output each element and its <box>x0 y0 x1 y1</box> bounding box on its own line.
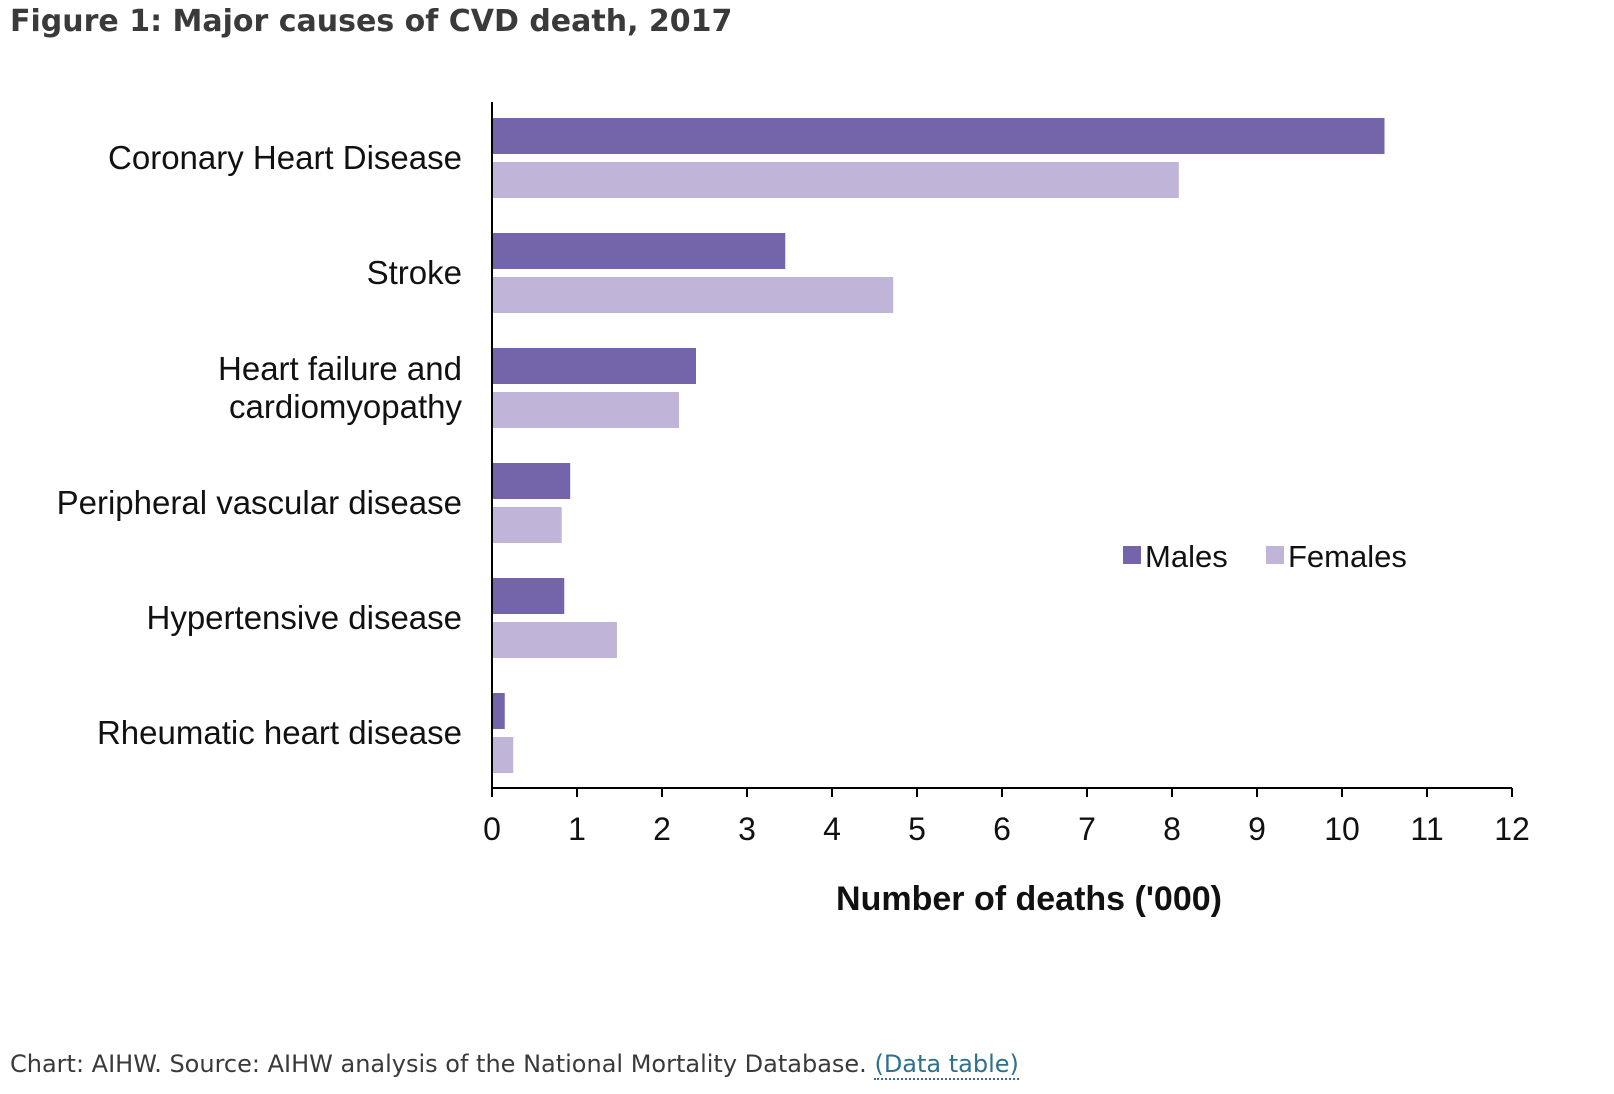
category-label-4: Hypertensive disease <box>147 599 463 636</box>
bar-females-1 <box>492 277 894 313</box>
bar-males-0 <box>492 118 1385 154</box>
x-axis-title: Number of deaths ('000) <box>836 880 1222 918</box>
bar-males-1 <box>492 233 786 269</box>
caption-text: Chart: AIHW. Source: AIHW analysis of th… <box>10 1050 867 1078</box>
x-tick-label-5: 5 <box>908 811 926 847</box>
category-label-2-line-0: Heart failure and <box>218 350 462 387</box>
x-tick-label-9: 9 <box>1248 811 1266 847</box>
category-label-5: Rheumatic heart disease <box>97 714 462 751</box>
category-label-3: Peripheral vascular disease <box>57 484 462 521</box>
category-label-1: Stroke <box>367 254 462 291</box>
bar-males-5 <box>492 693 505 729</box>
x-tick-label-1: 1 <box>568 811 586 847</box>
x-tick-label-11: 11 <box>1410 811 1443 847</box>
legend-swatch-males <box>1123 546 1141 564</box>
data-table-link[interactable]: (Data table) <box>874 1050 1019 1080</box>
bar-females-3 <box>492 507 562 543</box>
category-label-2-line-1: cardiomyopathy <box>229 388 462 425</box>
bar-females-5 <box>492 737 514 773</box>
legend-label-females: Females <box>1288 539 1407 574</box>
x-tick-label-2: 2 <box>653 811 671 847</box>
bar-females-4 <box>492 622 617 658</box>
figure-title: Figure 1: Major causes of CVD death, 201… <box>10 4 733 39</box>
x-tick-label-4: 4 <box>823 811 841 847</box>
category-label-0: Coronary Heart Disease <box>108 139 462 176</box>
x-tick-label-6: 6 <box>993 811 1011 847</box>
chart-caption: Chart: AIHW. Source: AIHW analysis of th… <box>10 1050 1019 1080</box>
bar-females-2 <box>492 392 679 428</box>
bar-males-3 <box>492 463 571 499</box>
x-tick-label-8: 8 <box>1163 811 1181 847</box>
legend-swatch-females <box>1266 546 1284 564</box>
x-tick-label-12: 12 <box>1494 811 1530 847</box>
bar-males-4 <box>492 578 565 614</box>
bar-females-0 <box>492 162 1179 198</box>
legend-label-males: Males <box>1145 539 1228 574</box>
x-tick-label-0: 0 <box>483 811 501 847</box>
bar-males-2 <box>492 348 696 384</box>
x-tick-label-3: 3 <box>738 811 756 847</box>
x-tick-label-10: 10 <box>1324 811 1360 847</box>
x-tick-label-7: 7 <box>1078 811 1096 847</box>
